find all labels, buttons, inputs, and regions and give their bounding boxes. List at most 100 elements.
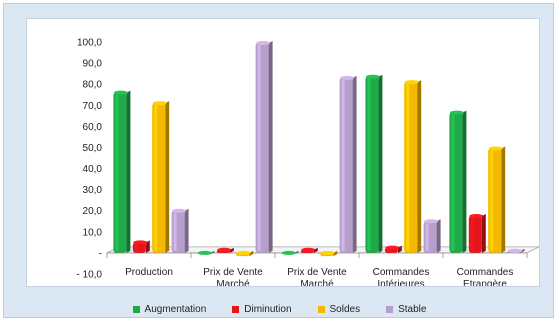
bar-top [256,41,271,46]
bar-front [113,92,127,253]
legend-label: Diminution [244,303,292,315]
y-tick-label: 90,0 [83,59,103,70]
y-tick-label: - [99,248,102,259]
bar-soldes-2 [320,250,338,257]
bar-side [436,219,441,253]
bar-side [184,208,189,253]
x-tick-label: Marché [216,279,250,286]
x-tick-label: Etrangère [463,279,507,286]
y-tick-label: 100,0 [77,38,102,49]
x-tick-label: Commandes [457,267,514,278]
bar-top [469,214,484,218]
bar-side [145,240,150,253]
bar-stable-0 [171,208,189,253]
bar-highlight [134,244,138,251]
bar-side [481,214,486,253]
bar-diminution-3 [384,245,402,253]
bar-diminution-2 [300,247,318,253]
bar-side [520,248,525,253]
bar-highlight [386,249,390,251]
bar-top [508,248,523,253]
bar-highlight [218,251,222,253]
legend-label: Stable [398,303,427,315]
bar-front [468,216,482,253]
x-tick-label: Prix de Vente [287,267,347,278]
bar-highlight [115,94,119,251]
bar-side [165,101,170,253]
bar-augmentation-3 [365,74,383,253]
bar-top [172,208,187,213]
x-tick-label: Production [125,267,173,278]
bar-front [365,76,379,253]
y-tick-label: 40,0 [83,164,103,175]
bar-stable-3 [423,219,441,253]
bar-front [449,112,463,253]
bar-top [113,90,128,95]
bar-stable-1 [255,41,273,253]
y-tick-label: 80,0 [83,80,103,91]
bar-highlight [199,254,203,256]
bar-side [229,247,234,253]
bar-top [404,80,419,85]
legend-label: Augmentation [144,303,207,315]
legend-swatch [132,305,140,313]
y-tick-label: 20,0 [83,206,103,217]
bar-highlight [154,105,158,251]
bar-side [249,250,254,257]
bar-highlight [367,78,371,251]
bar-augmentation-4 [449,110,467,253]
bar-top [301,247,316,252]
bar-top [152,101,167,106]
bar-augmentation-2 [281,250,299,256]
x-tick-label: Commandes [373,267,430,278]
bar-augmentation-1 [197,250,215,256]
bar-top [281,250,296,255]
bar-soldes-1 [236,250,254,257]
bar-side [126,90,131,253]
bar-front [423,221,437,253]
y-tick-label: 60,0 [83,122,103,133]
x-tick-label: Marché [300,279,334,286]
plot-area: - 10,0 - 10,0 20,0 30,0 40,0 50,0 60,0 70,0 80,0 9… [26,18,540,302]
y-tick-label: 50,0 [83,143,103,154]
bar-highlight [406,84,410,251]
bar-diminution-0 [132,240,150,253]
bar-diminution-1 [216,247,234,253]
bar-side [501,146,506,253]
bar-top [133,240,148,245]
y-tick-label: - 10,0 [76,270,102,281]
bar-highlight [425,223,429,251]
bar-side [378,74,383,253]
bar-top [340,75,355,80]
bar-highlight [470,218,474,251]
bar-stable-4 [507,248,525,254]
bar-front [255,43,269,253]
legend-label: Soldes [329,303,361,315]
x-tick-label: Intérieures [377,279,424,286]
bar-top [320,250,335,255]
bar-front [488,148,502,253]
bar-side [462,110,467,253]
bar-highlight [173,212,177,251]
y-tick-label: 30,0 [83,185,103,196]
bar-soldes-0 [152,101,170,253]
bar-top [236,250,251,255]
legend-swatch [232,305,240,313]
legend-item-stable: Stable [386,300,426,318]
bar-soldes-3 [404,80,422,253]
bar-top [424,219,439,224]
chart-frame: - 10,0 - 10,0 20,0 30,0 40,0 50,0 60,0 70,0 80,0 9… [3,3,554,318]
bar-side [417,80,422,253]
bar-top [365,74,380,79]
legend-swatch [317,305,325,313]
chart-legend: Augmentation Diminution Soldes Stable [4,300,555,318]
bar-side [333,250,338,257]
bar-diminution-4 [468,214,486,253]
bar-highlight [283,254,287,256]
legend-item-soldes: Soldes [317,300,361,318]
y-tick-label: 10,0 [83,227,103,238]
bar-top [385,245,400,250]
legend-swatch [386,305,394,313]
bar-top [197,250,212,255]
bar-highlight [490,150,494,251]
